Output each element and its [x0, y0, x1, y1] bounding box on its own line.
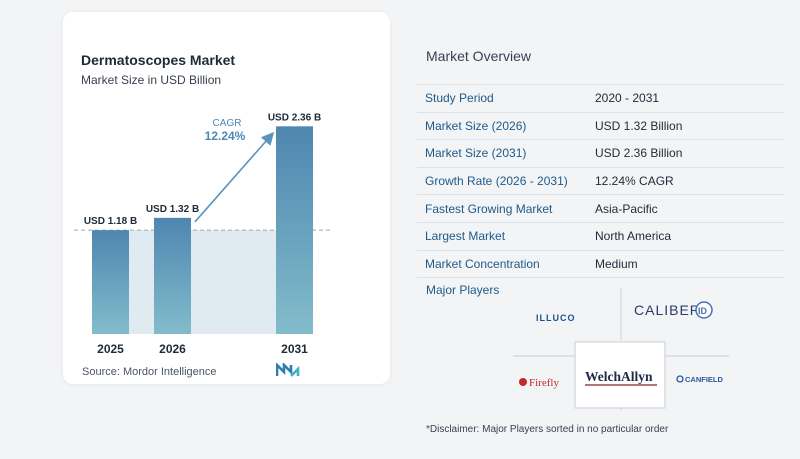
- row-value: USD 2.36 Billion: [595, 146, 683, 161]
- row-value: USD 1.32 Billion: [595, 118, 683, 133]
- row-value: North America: [595, 229, 672, 244]
- firefly-logo: Firefly: [519, 377, 559, 389]
- data-label: USD 1.32 B: [146, 204, 199, 215]
- x-tick-label: 2031: [281, 342, 308, 356]
- caliber-badge-icon: [695, 301, 713, 319]
- source-note: Source: Mordor Intelligence: [82, 366, 217, 378]
- cagr-label: CAGR: [213, 118, 242, 129]
- data-label: USD 2.36 B: [268, 112, 321, 123]
- table-row: Study Period 2020 - 2031: [417, 84, 784, 112]
- row-label: Largest Market: [425, 229, 506, 244]
- row-label: Study Period: [425, 91, 494, 106]
- table-row: Market Size (2031) USD 2.36 Billion: [417, 139, 784, 167]
- firefly-icon: [519, 378, 527, 386]
- firefly-logo-text: Firefly: [529, 377, 559, 389]
- players-grid: ILLUCO CALIBER ID Firefly WelchAllyn CAN…: [513, 288, 729, 410]
- table-row: Market Size (2026) USD 1.32 Billion: [417, 111, 784, 140]
- mordor-logo-icon: [276, 363, 300, 377]
- canfield-icon: [676, 375, 684, 383]
- table-row: Growth Rate (2026 - 2031) 12.24% CAGR: [417, 166, 784, 195]
- row-label: Market Size (2026): [425, 118, 527, 133]
- table-row: Fastest Growing Market Asia-Pacific: [417, 194, 784, 222]
- data-label: USD 1.18 B: [84, 216, 137, 227]
- row-label: Market Size (2031): [425, 146, 527, 161]
- x-tick-label: 2025: [97, 342, 124, 356]
- bar-2026: [154, 217, 191, 334]
- welchallyn-logo-text: WelchAllyn: [585, 369, 653, 384]
- table-row: Market Concentration Medium: [417, 249, 784, 279]
- row-value: 12.24% CAGR: [595, 174, 674, 189]
- cagr-arrow: [194, 131, 275, 223]
- bar-2031: [276, 126, 313, 334]
- major-players-title: Major Players: [426, 283, 500, 297]
- row-value: Medium: [595, 256, 638, 271]
- illuco-logo-text: ILLUCO: [536, 313, 576, 323]
- overview-table: Study Period 2020 - 2031 Market Size (20…: [417, 84, 784, 279]
- bar-chart: USD 1.18 B 2025 USD 1.32 B 2026 USD 2.36 B 20…: [74, 112, 330, 356]
- row-label: Growth Rate (2026 - 2031): [425, 174, 568, 189]
- canfield-logo-text: CANFIELD: [685, 375, 723, 384]
- caliber-logo-text: CALIBER: [634, 302, 701, 318]
- disclaimer-note: *Disclaimer: Major Players sorted in no …: [426, 424, 669, 435]
- canfield-logo: CANFIELD: [676, 375, 723, 384]
- cagr-value: 12.24%: [205, 129, 246, 143]
- bar-2025: [92, 230, 129, 334]
- illuco-logo: ILLUCO: [536, 313, 576, 323]
- row-value: 2020 - 2031: [595, 91, 660, 106]
- overview-title: Market Overview: [426, 48, 532, 64]
- welchallyn-logo: WelchAllyn: [585, 369, 657, 386]
- x-tick-label: 2026: [159, 342, 186, 356]
- chart-title: Dermatoscopes Market: [81, 52, 236, 68]
- table-row: Largest Market North America: [417, 221, 784, 250]
- row-label: Market Concentration: [425, 256, 540, 271]
- row-value: Asia-Pacific: [595, 201, 658, 216]
- market-overview-panel: Market Overview Study Period 2020 - 2031…: [417, 0, 800, 459]
- caliber-logo: CALIBER ID: [634, 301, 713, 319]
- caliber-badge-text: ID: [698, 306, 708, 316]
- row-label: Fastest Growing Market: [425, 201, 553, 216]
- chart-subtitle: Market Size in USD Billion: [81, 73, 222, 87]
- highlight-box: [574, 341, 666, 409]
